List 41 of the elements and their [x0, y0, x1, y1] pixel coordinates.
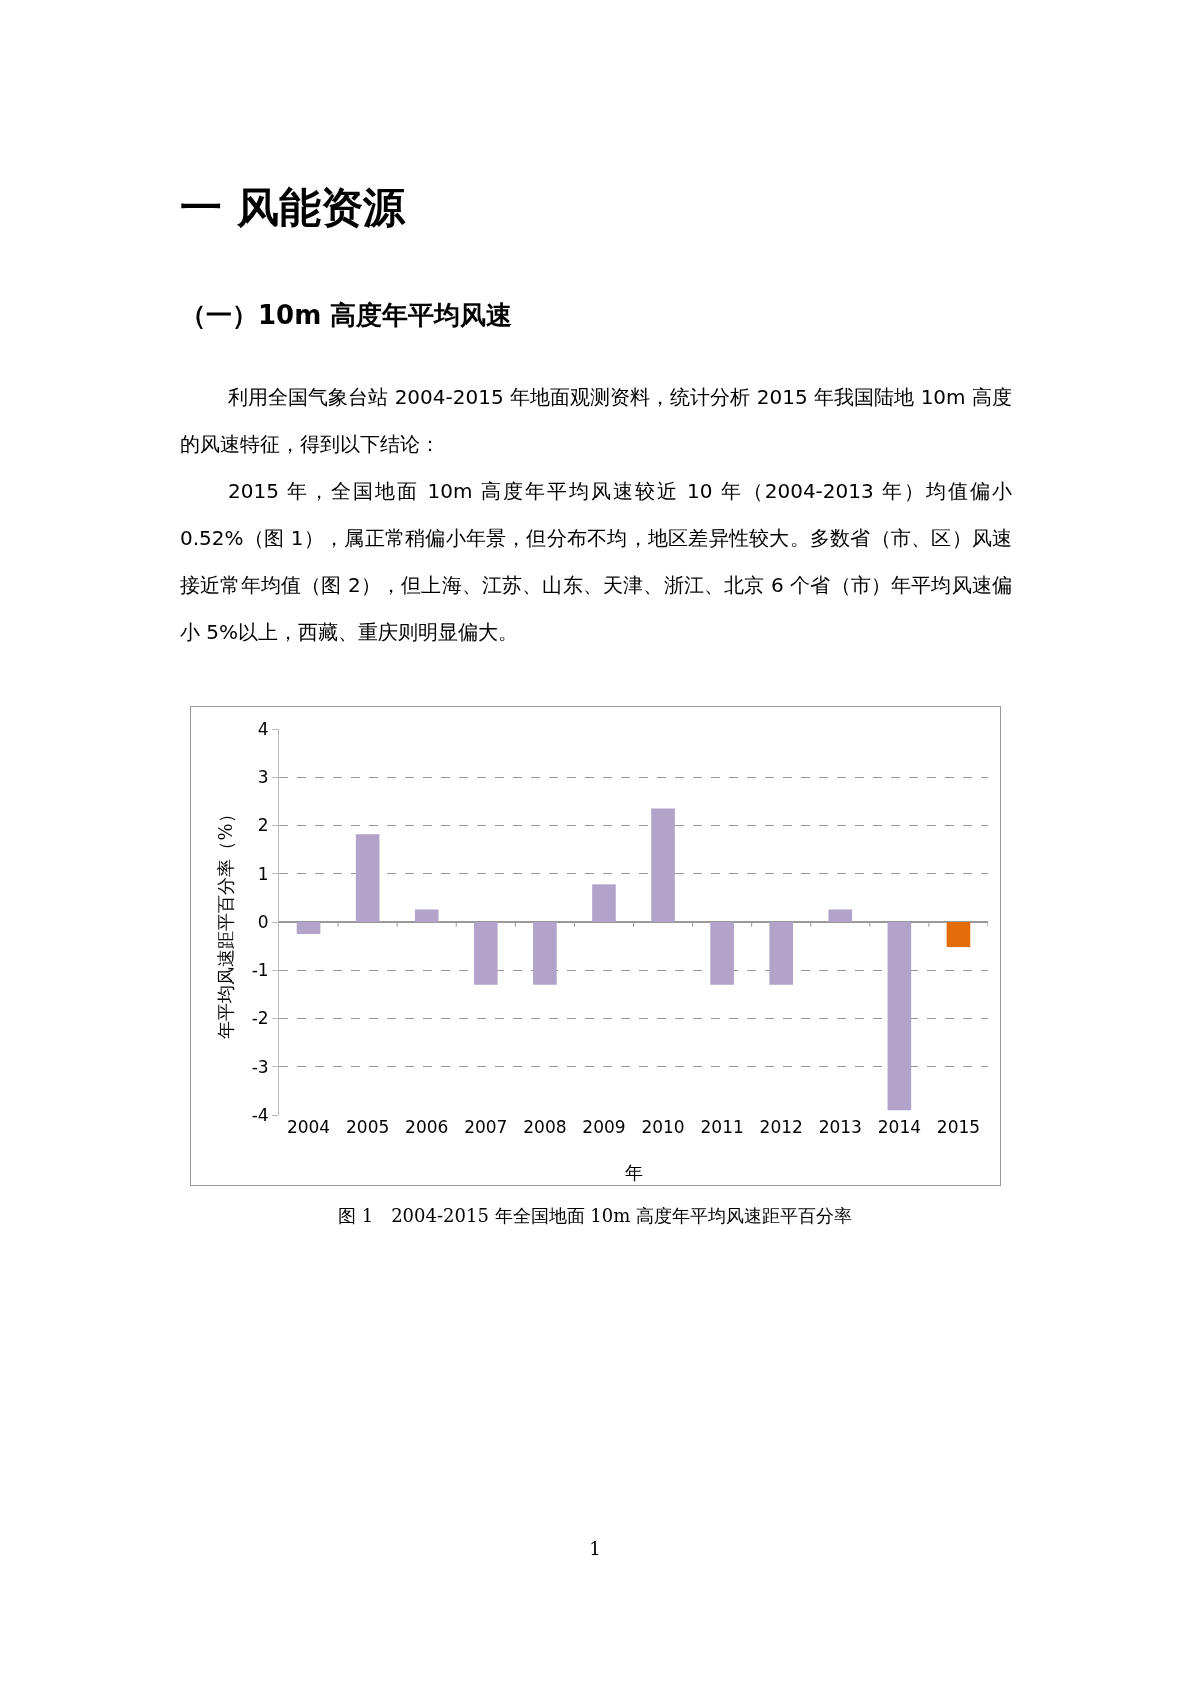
x-tick-label: 2009: [582, 1117, 626, 1137]
y-tick-label: 3: [257, 767, 269, 788]
x-tick-label: 2010: [641, 1117, 685, 1137]
x-tick-label: 2015: [936, 1117, 981, 1137]
x-tick-label: 2013: [818, 1117, 862, 1137]
text: 一 风能资源: [180, 182, 405, 234]
bar: [533, 922, 557, 985]
y-tick-label: 1: [257, 863, 269, 884]
x-tick-label: 2006: [405, 1117, 449, 1137]
y-tick-label: -1: [251, 960, 269, 981]
bar: [296, 922, 321, 935]
y-tick-label: -2: [251, 1008, 269, 1029]
bar: [710, 922, 734, 985]
y-tick-label: 0: [257, 911, 269, 932]
text: 图 1 2004-2015 年全国地面 10m 高度年平均风速距平百分率: [337, 1204, 853, 1228]
text: 利用全国气象台站 2004-2015 年地面观测资料，统计分析 2015 年我国陆地 10m 高度的风速特征，得到以下结论：: [180, 384, 1012, 458]
bar: [355, 834, 380, 922]
text: （一）10m 高度年平均风速: [180, 299, 513, 332]
y-tick-label: 4: [257, 718, 269, 739]
x-tick-label: 2004: [286, 1117, 331, 1137]
bar: [946, 922, 971, 948]
x-tick-label: 2008: [523, 1117, 567, 1137]
bar: [887, 922, 912, 1111]
x-tick-label: 2005: [346, 1117, 390, 1137]
x-axis-title: 年: [624, 1162, 643, 1183]
text: 2015 年，全国地面 10m 高度年平均风速较近 10 年（2004-2013 年）均值偏小 0.52%（图 1），属正常稍偏小年景，但分布不均，地区差异性较大。多数省（市、区）风速接近常年均值（图 2），但上海、江苏、山东、天津、浙江、北京 6 个省（市）年平均风速偏小 5%以上，西藏、重庆则明显偏大。: [180, 478, 1012, 646]
bar: [651, 808, 675, 922]
y-tick-label: -4: [251, 1104, 269, 1125]
bar: [828, 909, 853, 922]
y-tick-label: 2: [257, 815, 269, 836]
bar: [592, 884, 616, 922]
y-tick-label: -3: [251, 1056, 269, 1077]
x-tick-label: 2011: [700, 1117, 744, 1137]
x-tick-label: 2012: [759, 1117, 803, 1137]
x-tick-label: 2014: [877, 1117, 922, 1137]
x-tick-label: 2007: [464, 1117, 508, 1137]
y-axis-title: 年平均风速距平百分率（%）: [214, 805, 236, 1039]
bar: [414, 909, 439, 922]
text: 1: [588, 1538, 602, 1559]
bar: [769, 922, 794, 985]
bar: [473, 922, 498, 985]
